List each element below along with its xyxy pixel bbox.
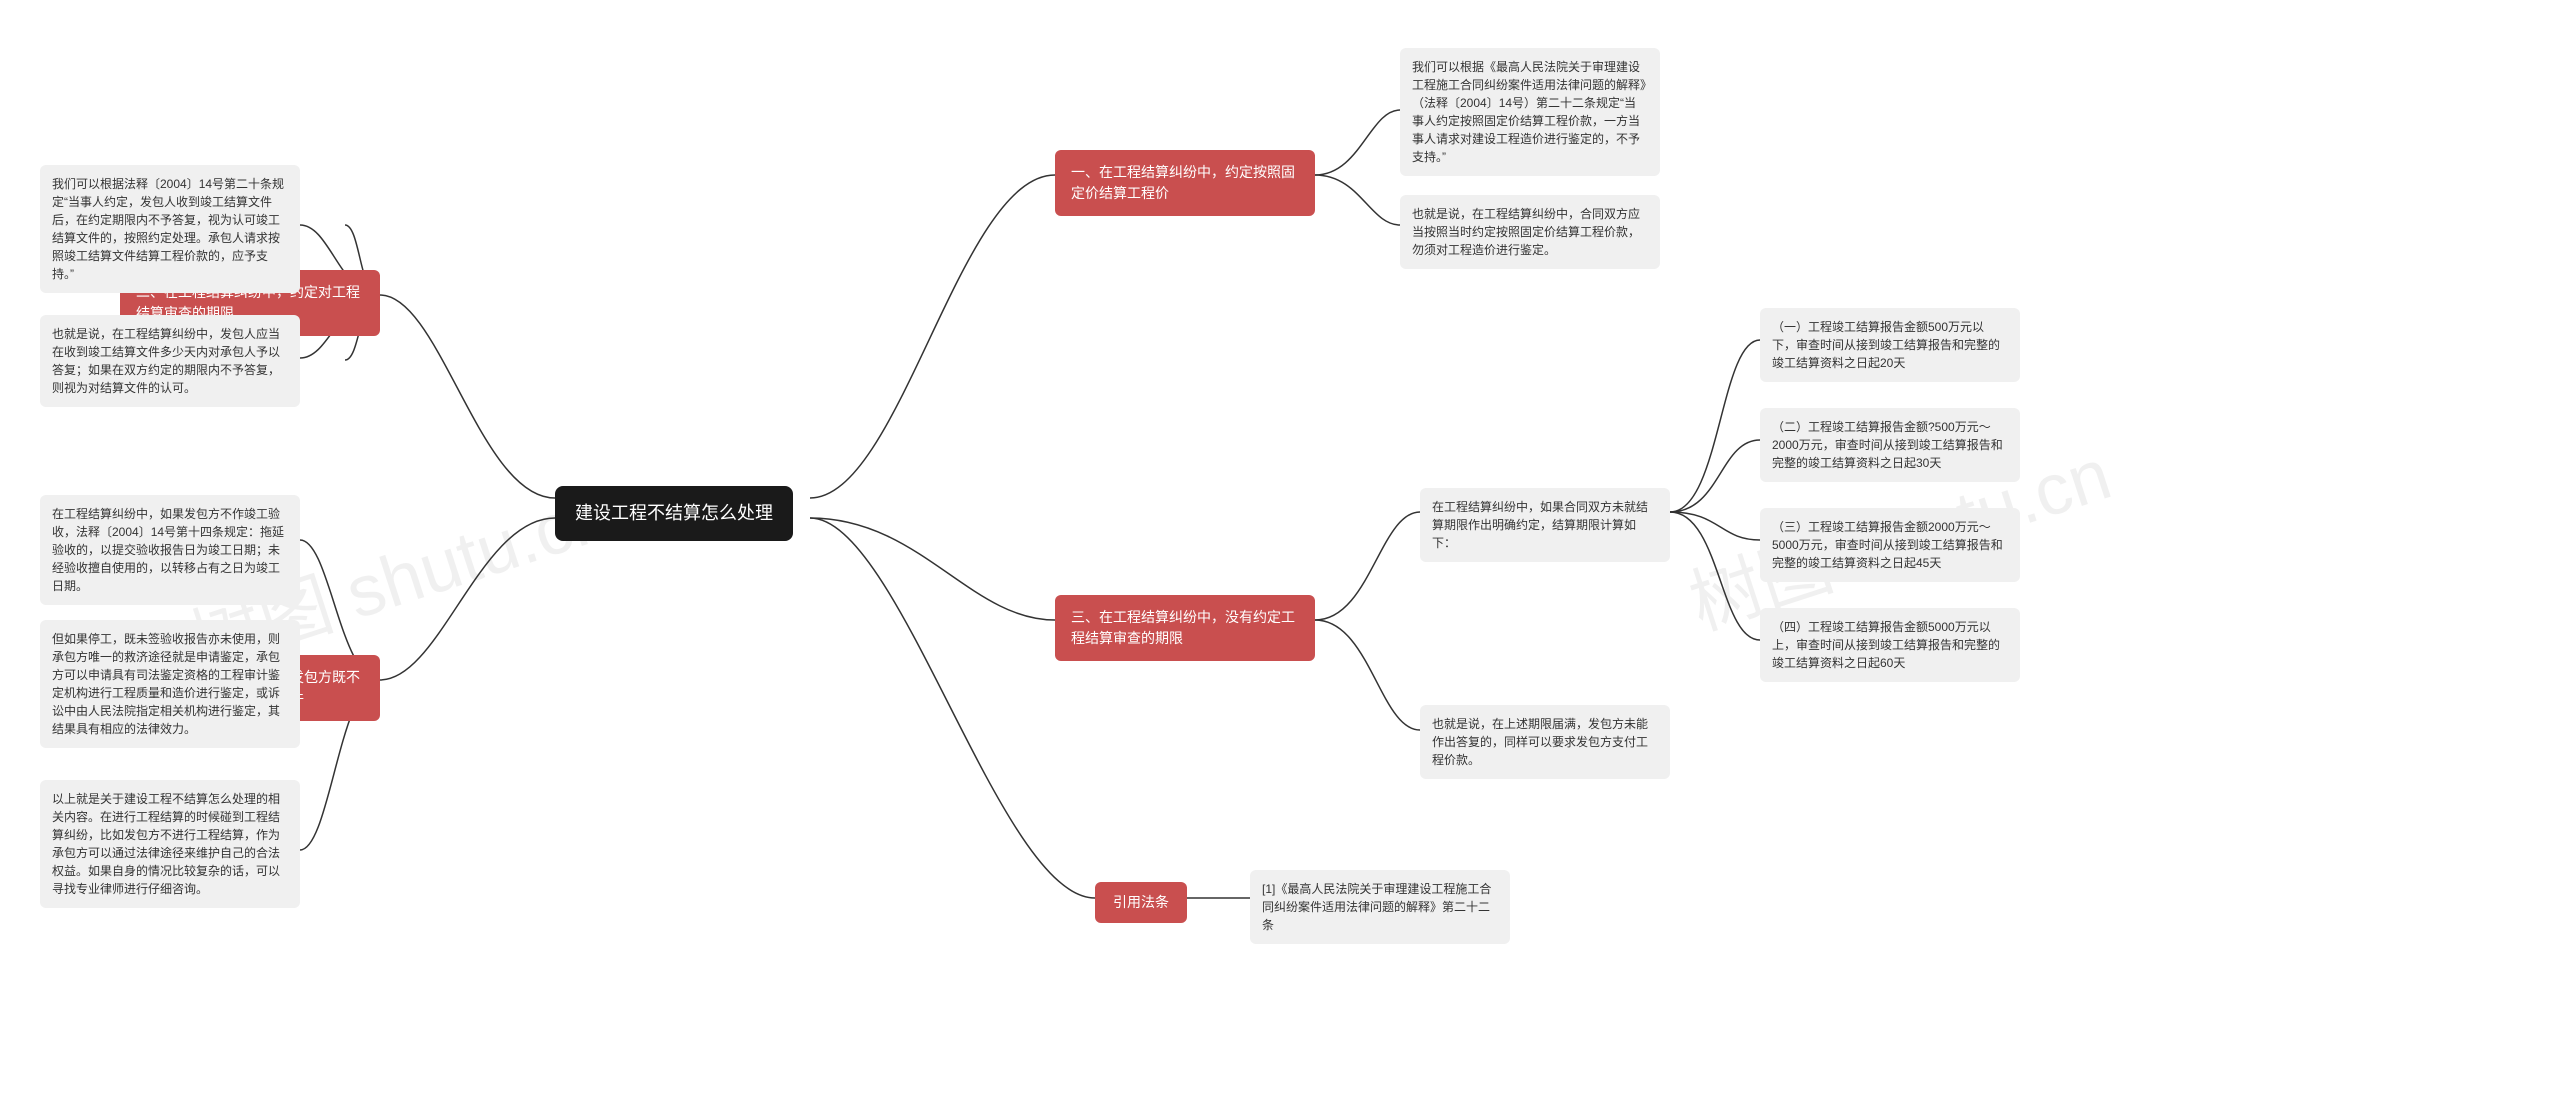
branch-5-label: 引用法条 xyxy=(1113,894,1169,910)
branch-1-label: 一、在工程结算纠纷中，约定按照固定价结算工程价 xyxy=(1071,164,1295,201)
branch-4-leaf-0: 在工程结算纠纷中，如果发包方不作竣工验收，法释〔2004〕14号第十四条规定：拖… xyxy=(40,495,300,605)
branch-3-label: 三、在工程结算纠纷中，没有约定工程结算审查的期限 xyxy=(1071,609,1295,646)
branch-4-leaf-2: 以上就是关于建设工程不结算怎么处理的相关内容。在进行工程结算的时候碰到工程结算纠… xyxy=(40,780,300,908)
root-node: 建设工程不结算怎么处理 xyxy=(555,486,793,541)
branch-3-outro: 也就是说，在上述期限届满，发包方未能作出答复的，同样可以要求发包方支付工程价款。 xyxy=(1420,705,1670,779)
branch-1-leaf-1: 也就是说，在工程结算纠纷中，合同双方应当按照当时约定按照固定价结算工程价款，勿须… xyxy=(1400,195,1660,269)
root-label: 建设工程不结算怎么处理 xyxy=(575,503,773,523)
branch-1: 一、在工程结算纠纷中，约定按照固定价结算工程价 xyxy=(1055,150,1315,216)
branch-1-leaf-0: 我们可以根据《最高人民法院关于审理建设工程施工合同纠纷案件适用法律问题的解释》（… xyxy=(1400,48,1660,176)
branch-2-leaf-0: 我们可以根据法释〔2004〕14号第二十条规定“当事人约定，发包人收到竣工结算文… xyxy=(40,165,300,293)
branch-5: 引用法条 xyxy=(1095,882,1187,923)
branch-3-sub-3: （四）工程竣工结算报告金额5000万元以上，审查时间从接到竣工结算报告和完整的竣… xyxy=(1760,608,2020,682)
branch-5-leaf-0: [1]《最高人民法院关于审理建设工程施工合同纠纷案件适用法律问题的解释》第二十二… xyxy=(1250,870,1510,944)
branch-3-intro: 在工程结算纠纷中，如果合同双方未就结算期限作出明确约定，结算期限计算如下： xyxy=(1420,488,1670,562)
branch-3: 三、在工程结算纠纷中，没有约定工程结算审查的期限 xyxy=(1055,595,1315,661)
branch-3-sub-2: （三）工程竣工结算报告金额2000万元～5000万元，审查时间从接到竣工结算报告… xyxy=(1760,508,2020,582)
branch-2-leaf-1: 也就是说，在工程结算纠纷中，发包人应当在收到竣工结算文件多少天内对承包人予以答复… xyxy=(40,315,300,407)
branch-4-leaf-1: 但如果停工，既未签验收报告亦未使用，则承包方唯一的救济途径就是申请鉴定，承包方可… xyxy=(40,620,300,748)
branch-3-sub-0: （一）工程竣工结算报告金额500万元以下，审查时间从接到竣工结算报告和完整的竣工… xyxy=(1760,308,2020,382)
branch-3-sub-1: （二）工程竣工结算报告金额?500万元～2000万元，审查时间从接到竣工结算报告… xyxy=(1760,408,2020,482)
